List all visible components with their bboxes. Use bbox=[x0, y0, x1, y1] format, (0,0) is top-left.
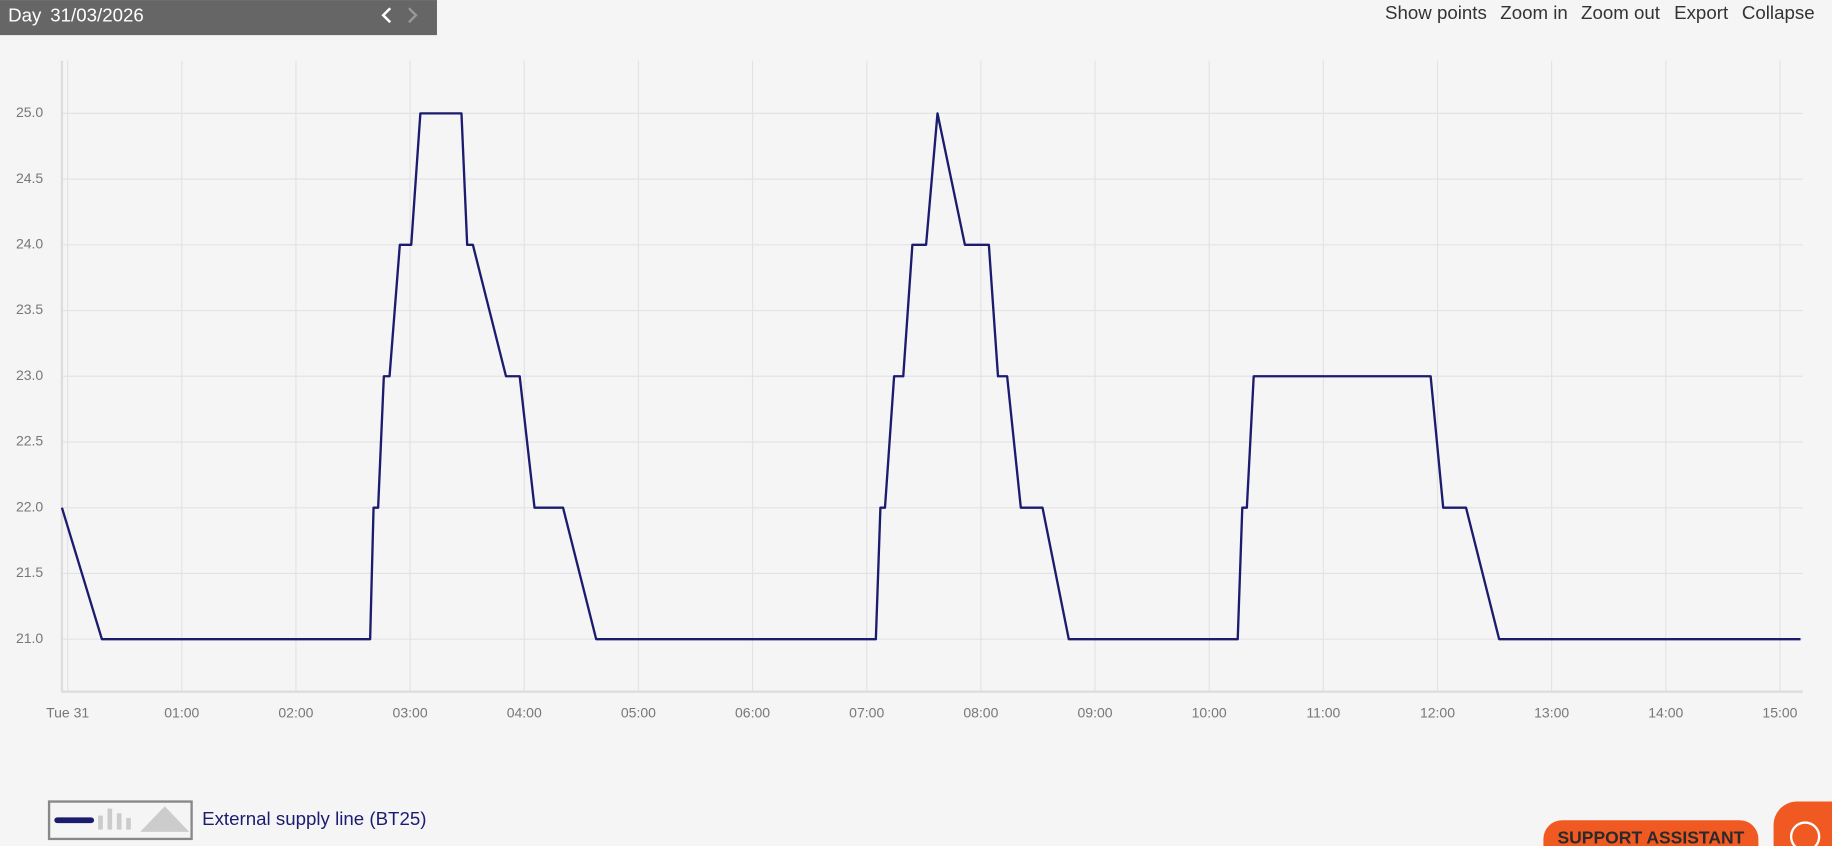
zoom-in-button[interactable]: Zoom in bbox=[1500, 2, 1568, 23]
legend-icon-box[interactable] bbox=[47, 800, 193, 841]
legend-icon bbox=[116, 813, 122, 830]
x-tick-label: 07:00 bbox=[849, 705, 884, 721]
x-tick-label: Tue 31 bbox=[46, 705, 89, 721]
x-tick-label: 08:00 bbox=[963, 705, 998, 721]
legend-label[interactable]: External supply line (BT25) bbox=[202, 808, 426, 829]
x-tick-label: 12:00 bbox=[1420, 705, 1455, 721]
y-tick-label: 24.0 bbox=[16, 236, 43, 252]
y-tick-label: 21.5 bbox=[16, 564, 43, 580]
date-label[interactable]: 31/03/2026 bbox=[50, 4, 144, 25]
x-tick-label: 01:00 bbox=[164, 705, 199, 721]
x-tick-label: 14:00 bbox=[1648, 705, 1683, 721]
x-tick-label: 11:00 bbox=[1306, 705, 1340, 721]
period-label[interactable]: Day bbox=[8, 4, 42, 25]
zoom-out-button[interactable]: Zoom out bbox=[1581, 2, 1661, 23]
y-tick-label: 22.0 bbox=[16, 498, 43, 514]
chat-icon bbox=[1789, 821, 1821, 846]
show-points-button[interactable]: Show points bbox=[1385, 2, 1487, 23]
y-tick-label: 24.5 bbox=[16, 170, 43, 186]
legend-icon bbox=[107, 808, 113, 830]
data-line bbox=[60, 112, 1801, 641]
y-tick-label: 25.0 bbox=[16, 104, 43, 120]
y-tick-label: 23.0 bbox=[16, 367, 43, 383]
x-tick-label: 13:00 bbox=[1534, 705, 1569, 721]
y-tick-label: 22.5 bbox=[16, 433, 43, 449]
x-tick-label: 02:00 bbox=[278, 705, 313, 721]
x-tick-label: 15:00 bbox=[1762, 705, 1797, 721]
x-tick-label: 09:00 bbox=[1077, 705, 1112, 721]
x-tick-label: 05:00 bbox=[621, 705, 656, 721]
x-tick-label: 04:00 bbox=[507, 705, 542, 721]
support-button-label[interactable]: SUPPORT ASSISTANT bbox=[1557, 828, 1744, 846]
collapse-button[interactable]: Collapse bbox=[1742, 2, 1815, 23]
date-bar bbox=[0, 0, 437, 36]
next-button[interactable] bbox=[408, 7, 418, 24]
export-button[interactable]: Export bbox=[1674, 2, 1729, 23]
x-tick-label: 03:00 bbox=[393, 705, 428, 721]
legend-icon bbox=[140, 806, 190, 832]
y-tick-label: 21.0 bbox=[16, 630, 43, 646]
x-tick-label: 10:00 bbox=[1192, 705, 1227, 721]
y-tick-label: 23.5 bbox=[16, 301, 43, 317]
plot: 21.0 21.5 22.0 22.5 23.0 23.5 24.0 24.5 25.0 Tue … bbox=[16, 60, 1803, 721]
prev-button[interactable] bbox=[381, 7, 392, 24]
legend-icon bbox=[126, 817, 131, 830]
x-tick-label: 06:00 bbox=[735, 705, 770, 721]
support-button[interactable] bbox=[1543, 820, 1759, 846]
legend-icon bbox=[98, 815, 103, 830]
